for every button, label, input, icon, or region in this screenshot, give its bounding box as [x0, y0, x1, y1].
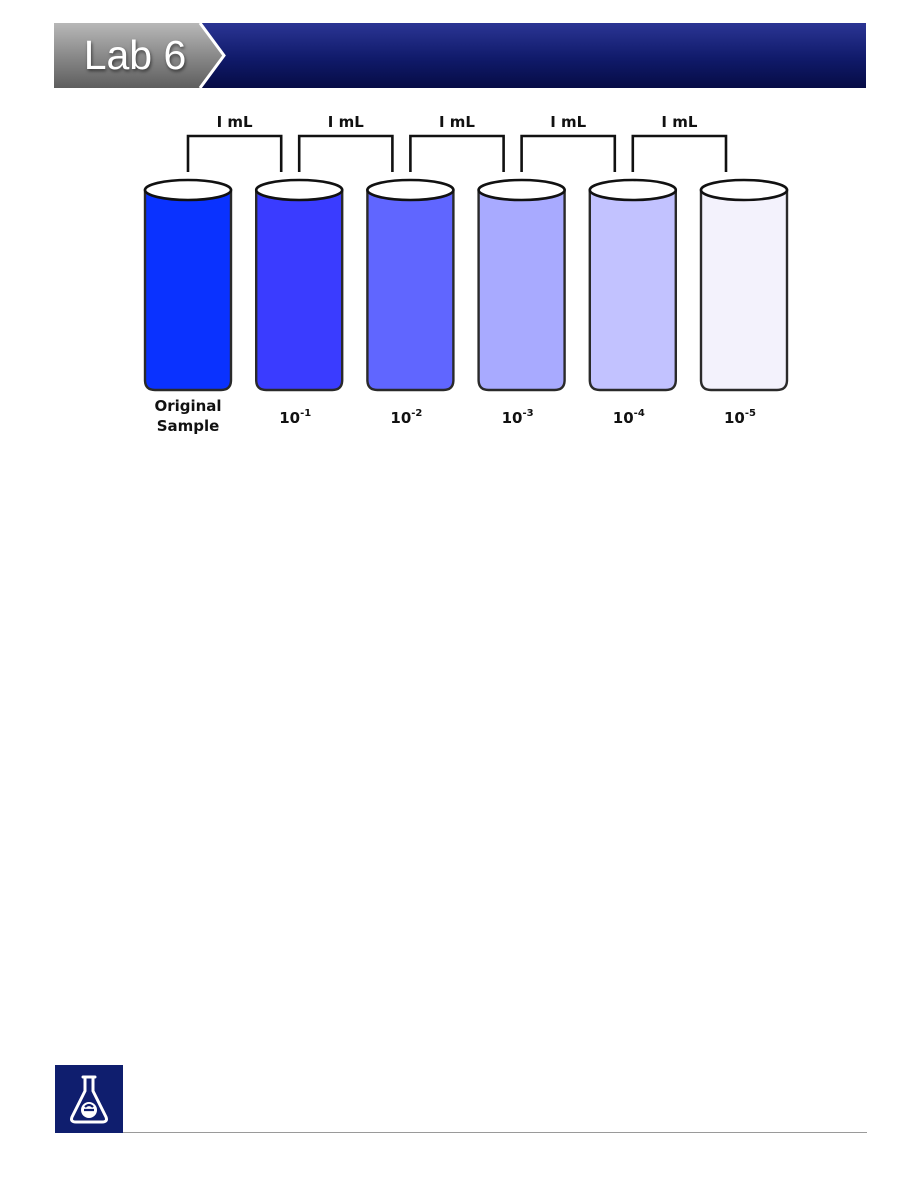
tube-label: 10-1: [279, 408, 311, 427]
tube-4: [588, 178, 678, 392]
tube-body: [143, 188, 233, 392]
tube-label: 10-2: [390, 408, 422, 427]
page-title: Lab 6: [83, 32, 187, 78]
tube-body: [699, 188, 789, 392]
tube-label: 10-5: [724, 408, 756, 427]
tube-opening: [588, 178, 678, 202]
tube-label: 10-4: [613, 408, 645, 427]
transfer-connector: [186, 134, 283, 172]
tube-label: Sample: [157, 417, 220, 435]
tube-opening: [477, 178, 566, 202]
tube-0: [143, 178, 233, 392]
flask-e-icon: [55, 1065, 123, 1133]
tube-body: [477, 188, 566, 392]
tube-5: [699, 178, 789, 392]
transfer-volume-label: I mL: [550, 113, 586, 131]
tube-label: 10-3: [502, 408, 534, 427]
tube-label: Original: [154, 397, 221, 415]
tubes: [143, 178, 789, 392]
transfer-connector: [631, 134, 728, 172]
transfer-volume-label: I mL: [328, 113, 364, 131]
transfer-volume-labels: I mL I mL I mL I mL I mL: [217, 113, 698, 131]
transfer-volume-label: I mL: [217, 113, 253, 131]
transfer-volume-label: I mL: [439, 113, 475, 131]
transfer-connector: [409, 134, 505, 172]
tube-opening: [143, 178, 233, 202]
tube-body: [255, 188, 344, 392]
transfer-connector: [520, 134, 617, 172]
tube-body: [588, 188, 677, 392]
footer-rule: [123, 1132, 867, 1133]
transfer-connector: [297, 134, 394, 172]
transfer-connectors: [186, 134, 728, 172]
tube-2: [366, 178, 455, 392]
header-background: [54, 23, 866, 88]
tube-1: [254, 178, 344, 392]
header-band: Lab 6: [54, 23, 866, 88]
transfer-volume-label: I mL: [661, 113, 697, 131]
serial-dilution-diagram: Original Sample 10-1 10-2 10-3 10-4 10-5 I mL I…: [120, 100, 800, 460]
tube-opening: [699, 178, 789, 202]
tube-3: [477, 178, 566, 392]
tube-opening: [254, 178, 344, 202]
tube-opening: [366, 178, 455, 202]
tube-body: [366, 188, 455, 392]
tube-labels: Original Sample 10-1 10-2 10-3 10-4 10-5: [154, 397, 756, 435]
